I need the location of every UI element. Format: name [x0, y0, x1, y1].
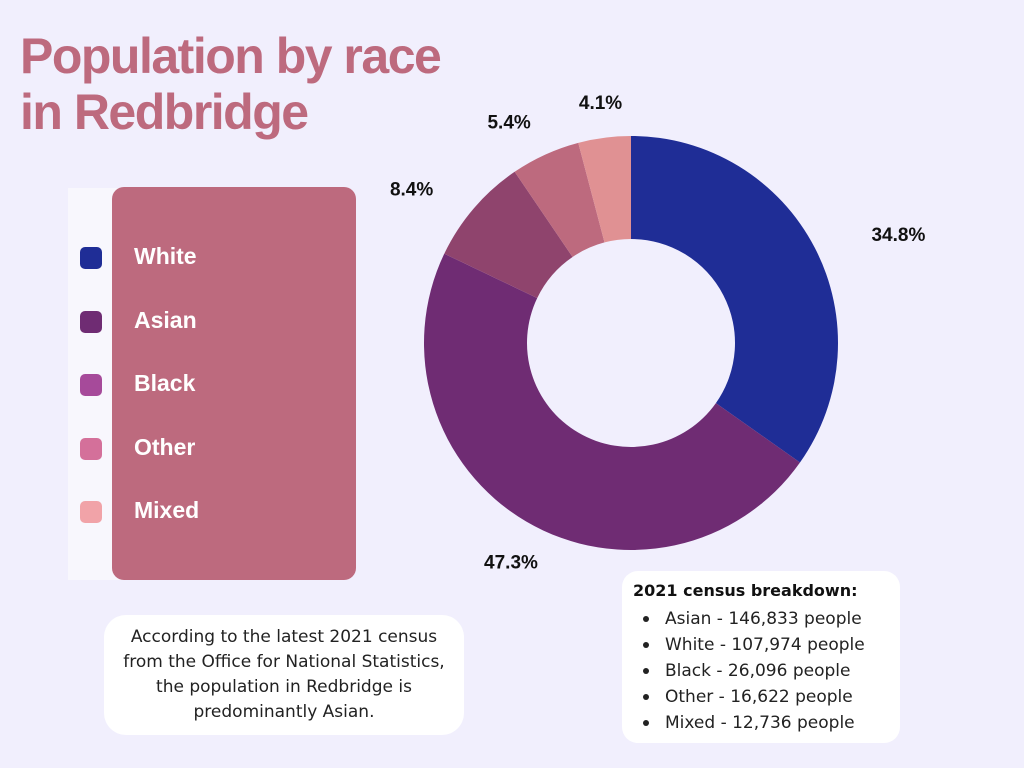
census-breakdown-text: Black - 26,096 people — [665, 661, 851, 681]
legend-swatch-other — [80, 437, 102, 460]
pct-label-mixed: 4.1% — [579, 93, 622, 114]
census-breakdown-list: Asian - 146,833 people White - 107,974 p… — [633, 606, 865, 736]
census-breakdown-card: 2021 census breakdown: Asian - 146,833 p… — [622, 571, 900, 743]
legend-swatch-asian — [80, 310, 102, 333]
census-breakdown-text: White - 107,974 people — [665, 635, 865, 655]
pct-label-asian: 47.3% — [484, 552, 538, 573]
census-breakdown-item: Other - 16,622 people — [633, 684, 865, 710]
census-breakdown-item: Asian - 146,833 people — [633, 606, 865, 632]
legend-label-black: Black — [134, 370, 196, 396]
legend-swatch-black — [80, 374, 102, 396]
census-breakdown-item: White - 107,974 people — [633, 632, 865, 658]
legend-label-other: Other — [134, 433, 196, 460]
bullet-icon — [643, 616, 649, 622]
pct-label-other: 5.4% — [487, 112, 530, 133]
donut-slice-white — [631, 136, 838, 463]
legend-swatch-white — [80, 247, 102, 269]
chart-title-line-1: Population by race — [20, 28, 442, 84]
summary-note: According to the latest 2021 census from… — [104, 615, 464, 735]
pct-label-white: 34.8% — [871, 225, 925, 246]
legend-panel — [112, 187, 356, 580]
bullet-icon — [643, 720, 649, 726]
census-breakdown-text: Mixed - 12,736 people — [665, 713, 855, 733]
chart-title-line-2: in Redbridge — [20, 84, 309, 140]
bullet-icon — [643, 642, 649, 648]
census-breakdown-text: Asian - 146,833 people — [665, 609, 862, 629]
donut-slice-other — [514, 142, 605, 257]
legend-label-white: White — [134, 243, 197, 269]
census-breakdown-text: Other - 16,622 people — [665, 687, 853, 707]
summary-note-text: According to the latest 2021 census from… — [123, 627, 445, 722]
donut-slice-asian — [424, 253, 800, 550]
bullet-icon — [643, 694, 649, 700]
donut-slice-black — [444, 171, 573, 299]
legend-label-asian: Asian — [134, 306, 197, 333]
legend-swatch-mixed — [80, 501, 102, 523]
census-breakdown-item: Black - 26,096 people — [633, 658, 865, 684]
chart-title: Population by race in Redbridge — [20, 28, 490, 140]
census-breakdown-item: Mixed - 12,736 people — [633, 710, 865, 736]
donut-slice-mixed — [578, 136, 631, 243]
census-breakdown-title: 2021 census breakdown: — [633, 581, 858, 600]
pct-label-black: 8.4% — [390, 180, 433, 201]
bullet-icon — [643, 668, 649, 674]
legend-label-mixed: Mixed — [134, 497, 200, 523]
